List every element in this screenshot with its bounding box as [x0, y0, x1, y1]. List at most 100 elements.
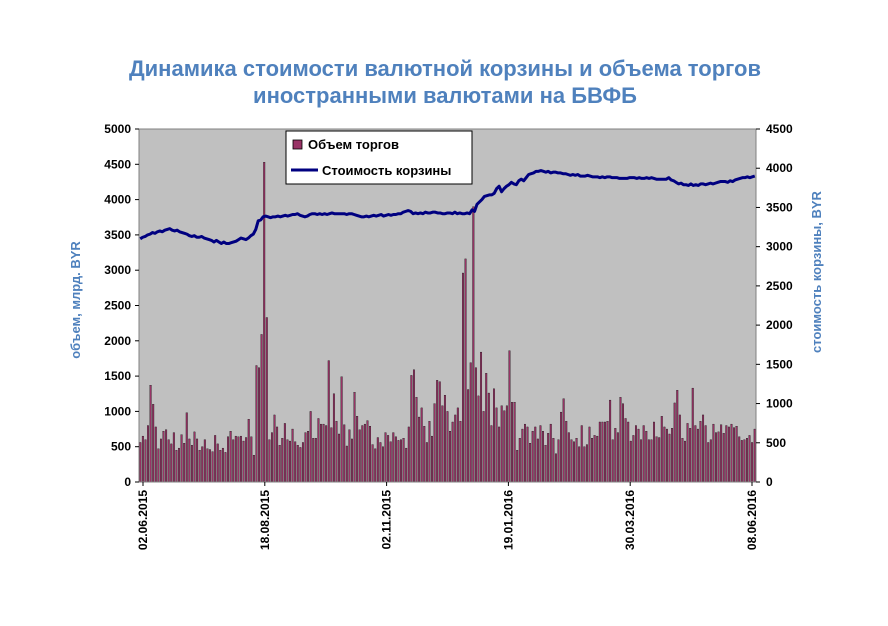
chart-title-line2: иностранными валютами на БВФБ: [253, 83, 637, 108]
volume-bar: [591, 438, 594, 483]
volume-bar: [733, 427, 736, 483]
volume-bar: [402, 438, 405, 483]
volume-bar: [211, 451, 214, 483]
volume-bar: [376, 437, 379, 483]
volume-bar: [531, 431, 534, 483]
volume-bar: [289, 440, 291, 483]
volume-bar: [397, 440, 400, 483]
volume-bar: [268, 439, 271, 483]
volume-bar: [614, 428, 617, 483]
volume-bar: [748, 435, 751, 483]
volume-bar: [678, 414, 681, 483]
left-tick-label: 0: [124, 475, 131, 489]
volume-bar: [552, 438, 555, 483]
volume-bar: [521, 428, 524, 483]
volume-bar: [304, 432, 307, 483]
volume-bar: [237, 436, 240, 483]
volume-bar: [627, 421, 630, 483]
volume-bar: [746, 438, 748, 483]
volume-bar: [562, 398, 565, 483]
volume-bar: [567, 432, 570, 483]
volume-bar: [309, 411, 312, 483]
volume-bar: [449, 431, 452, 483]
volume-bar: [358, 429, 361, 483]
volume-bar: [696, 428, 699, 483]
volume-bar: [542, 431, 544, 483]
volume-bar: [665, 428, 668, 483]
volume-bar: [387, 435, 390, 483]
volume-bar: [250, 436, 253, 483]
volume-bar: [668, 433, 671, 483]
volume-bar: [348, 429, 351, 483]
left-tick-label: 500: [111, 440, 131, 454]
volume-bar: [694, 425, 697, 483]
volume-bar: [596, 435, 599, 483]
volume-bar: [423, 426, 426, 483]
volume-bar: [534, 426, 537, 483]
volume-bar: [185, 412, 188, 483]
volume-bar: [312, 438, 315, 483]
volume-bar: [554, 453, 557, 483]
volume-bar: [400, 439, 402, 483]
volume-bar: [573, 441, 575, 483]
right-tick-label: 0: [766, 475, 773, 489]
left-tick-label: 5000: [104, 122, 131, 136]
volume-bar: [549, 423, 552, 483]
volume-bar: [394, 436, 397, 483]
volume-bar: [462, 272, 464, 483]
volume-bar: [224, 452, 227, 483]
volume-bar: [707, 442, 710, 483]
volume-bar: [232, 439, 235, 483]
volume-bar: [467, 389, 470, 483]
volume-bar: [635, 425, 637, 483]
legend-label-volume: Объем торгов: [308, 137, 399, 152]
volume-bar: [505, 405, 508, 483]
right-tick-label: 2500: [766, 279, 793, 293]
right-tick-label: 1500: [766, 357, 793, 371]
volume-bar: [216, 443, 219, 483]
volume-bar: [709, 439, 712, 483]
volume-bar: [296, 445, 299, 483]
volume-bar: [681, 438, 684, 483]
volume-bar: [371, 444, 374, 483]
volume-bar: [180, 434, 183, 483]
volume-bar: [691, 387, 694, 483]
volume-bar: [482, 411, 485, 483]
volume-bar: [472, 206, 475, 483]
volume-bar: [456, 407, 459, 483]
volume-bar: [283, 423, 286, 483]
volume-bar: [642, 425, 645, 483]
volume-bar: [418, 416, 421, 483]
volume-bar: [201, 446, 204, 483]
volume-bar: [340, 376, 343, 483]
volume-bar: [178, 447, 180, 483]
volume-bar: [203, 439, 206, 483]
volume-bar: [622, 403, 625, 483]
volume-bar: [451, 421, 454, 483]
volume-bar: [684, 440, 686, 483]
volume-bar: [175, 450, 178, 483]
volume-bar: [518, 438, 521, 483]
volume-bar: [438, 381, 441, 483]
volume-bar: [738, 436, 741, 483]
volume-bar: [332, 393, 335, 483]
volume-bar: [544, 445, 547, 483]
volume-bar: [190, 445, 193, 483]
volume-bar: [252, 455, 255, 483]
volume-bar: [307, 431, 310, 483]
basket-cost-line: [139, 169, 756, 246]
x-tick-label: 08.06.2016: [745, 490, 759, 550]
volume-bar: [162, 431, 165, 483]
volume-bar: [513, 402, 516, 483]
volume-bar: [322, 423, 325, 483]
volume-bar: [712, 423, 715, 483]
volume-bar: [234, 435, 237, 483]
volume-bar: [609, 399, 612, 483]
volume-bar: [405, 447, 408, 483]
volume-bar: [498, 426, 501, 483]
volume-bar: [425, 442, 428, 483]
volume-bar: [147, 425, 149, 483]
volume-bar: [715, 432, 717, 483]
volume-bar: [570, 439, 573, 483]
volume-bar: [144, 439, 147, 483]
